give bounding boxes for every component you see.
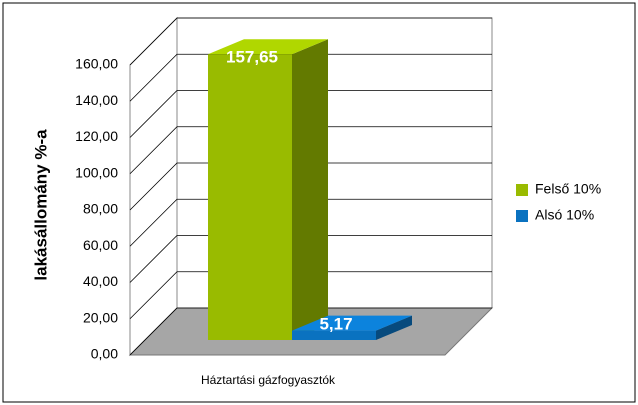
y-tick-label: 60,00 bbox=[83, 237, 118, 253]
legend-swatch bbox=[516, 184, 528, 196]
bar-front bbox=[208, 54, 292, 341]
bar-side bbox=[376, 315, 412, 340]
y-tick-label: 0,00 bbox=[91, 346, 118, 362]
bar-front bbox=[292, 330, 376, 340]
x-tick-label: Háztartási gázfogyasztók bbox=[201, 373, 336, 387]
data-label: 157,65 bbox=[226, 48, 278, 67]
y-tick-label: 140,00 bbox=[75, 92, 118, 108]
grid-line bbox=[129, 126, 492, 175]
y-tick-label: 160,00 bbox=[75, 56, 118, 72]
y-tick-label: 40,00 bbox=[83, 273, 118, 289]
grid-line bbox=[129, 307, 492, 356]
legend-label: Alsó 10% bbox=[535, 207, 594, 223]
y-tick-label: 100,00 bbox=[75, 164, 118, 180]
grid-line bbox=[129, 271, 492, 320]
bar bbox=[208, 39, 328, 341]
grid-line bbox=[129, 17, 492, 66]
grid-line bbox=[129, 198, 492, 247]
data-label: 5,17 bbox=[319, 314, 352, 333]
grid-line bbox=[129, 90, 492, 138]
bar bbox=[292, 315, 412, 340]
y-axis-title: lakásállomány %-a bbox=[31, 129, 50, 281]
bar-top bbox=[292, 315, 412, 331]
y-tick-label: 120,00 bbox=[75, 128, 118, 144]
legend-label: Felső 10% bbox=[535, 181, 601, 197]
legend-swatch bbox=[516, 210, 528, 222]
grid-line bbox=[129, 162, 492, 211]
y-tick-label: 80,00 bbox=[83, 201, 118, 217]
grid-line bbox=[129, 235, 492, 283]
y-tick-label: 20,00 bbox=[83, 309, 118, 325]
bar-side bbox=[292, 39, 328, 341]
bar-top bbox=[208, 39, 328, 55]
grid-line bbox=[129, 53, 492, 102]
